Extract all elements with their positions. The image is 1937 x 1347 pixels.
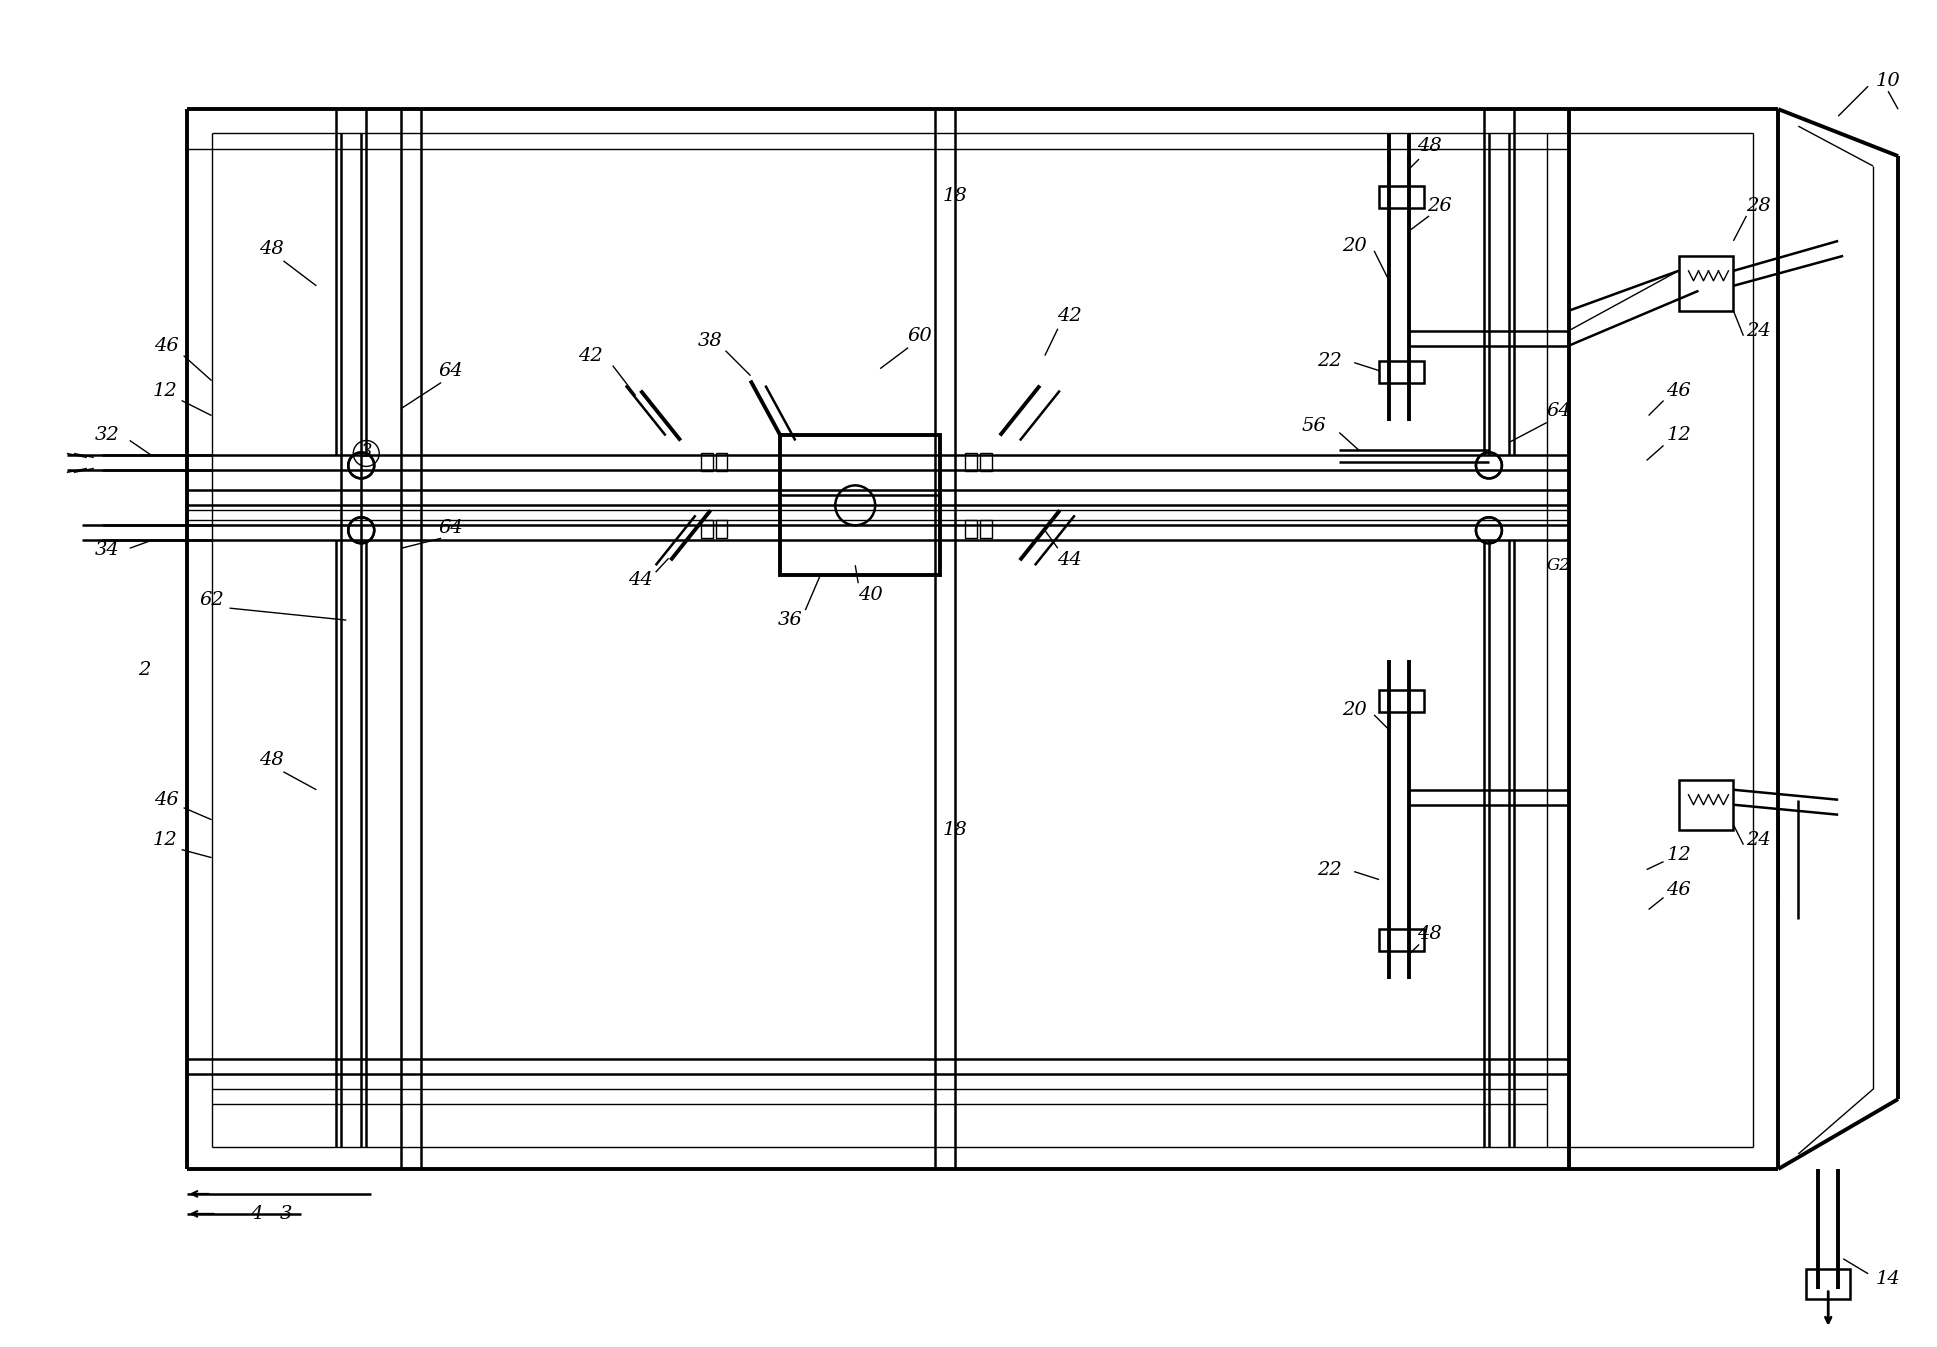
Text: 22: 22: [1317, 861, 1342, 878]
Text: 10: 10: [1875, 73, 1900, 90]
Text: 46: 46: [155, 791, 178, 808]
Text: 22: 22: [1317, 352, 1342, 369]
Text: 64: 64: [438, 361, 463, 380]
Text: 46: 46: [1666, 881, 1691, 898]
Text: 48: 48: [260, 750, 285, 769]
Text: 20: 20: [1342, 700, 1368, 719]
Text: 46: 46: [1666, 381, 1691, 400]
Text: 60: 60: [908, 327, 932, 345]
Text: 18: 18: [943, 187, 967, 205]
Bar: [701, 520, 713, 539]
Text: G2: G2: [1548, 556, 1571, 574]
Text: 14: 14: [1875, 1270, 1900, 1288]
Text: 4: 4: [250, 1204, 263, 1223]
Text: 24: 24: [1745, 322, 1770, 339]
Bar: [701, 454, 713, 471]
Text: 48: 48: [1416, 137, 1441, 155]
Text: 12: 12: [153, 831, 176, 849]
Text: 38: 38: [697, 331, 723, 350]
Bar: [1379, 186, 1424, 207]
Text: 26: 26: [1428, 197, 1451, 216]
Text: 36: 36: [779, 612, 802, 629]
Bar: [980, 520, 992, 539]
Text: 12: 12: [1666, 846, 1691, 863]
Text: 3: 3: [281, 1204, 292, 1223]
Text: 20: 20: [1342, 237, 1368, 255]
Text: 18: 18: [943, 820, 967, 839]
Bar: [781, 435, 939, 575]
Text: 64: 64: [438, 520, 463, 537]
Bar: [1379, 929, 1424, 951]
Text: 64: 64: [1546, 401, 1571, 419]
Text: 34: 34: [95, 541, 120, 559]
Text: 3: 3: [360, 443, 372, 462]
Bar: [715, 520, 728, 539]
Text: 24: 24: [1745, 831, 1770, 849]
Bar: [980, 454, 992, 471]
Text: 12: 12: [1666, 427, 1691, 445]
Text: 46: 46: [155, 337, 178, 354]
Text: 28: 28: [1745, 197, 1770, 216]
Text: 48: 48: [260, 240, 285, 257]
Bar: [965, 520, 976, 539]
Text: 44: 44: [1058, 551, 1083, 570]
Text: 12: 12: [153, 381, 176, 400]
Bar: [1807, 1269, 1850, 1299]
Text: 56: 56: [1302, 416, 1327, 435]
Bar: [1379, 361, 1424, 383]
Bar: [965, 454, 976, 471]
Bar: [715, 454, 728, 471]
Text: 40: 40: [858, 586, 883, 605]
Text: 32: 32: [95, 427, 120, 445]
Text: 42: 42: [1058, 307, 1083, 325]
Text: 62: 62: [200, 591, 225, 609]
Text: 44: 44: [628, 571, 653, 589]
Text: 42: 42: [579, 346, 602, 365]
Text: 48: 48: [1416, 925, 1441, 943]
Bar: [1379, 690, 1424, 713]
Bar: [1679, 780, 1734, 830]
Bar: [1679, 256, 1734, 311]
Text: 2: 2: [139, 661, 151, 679]
